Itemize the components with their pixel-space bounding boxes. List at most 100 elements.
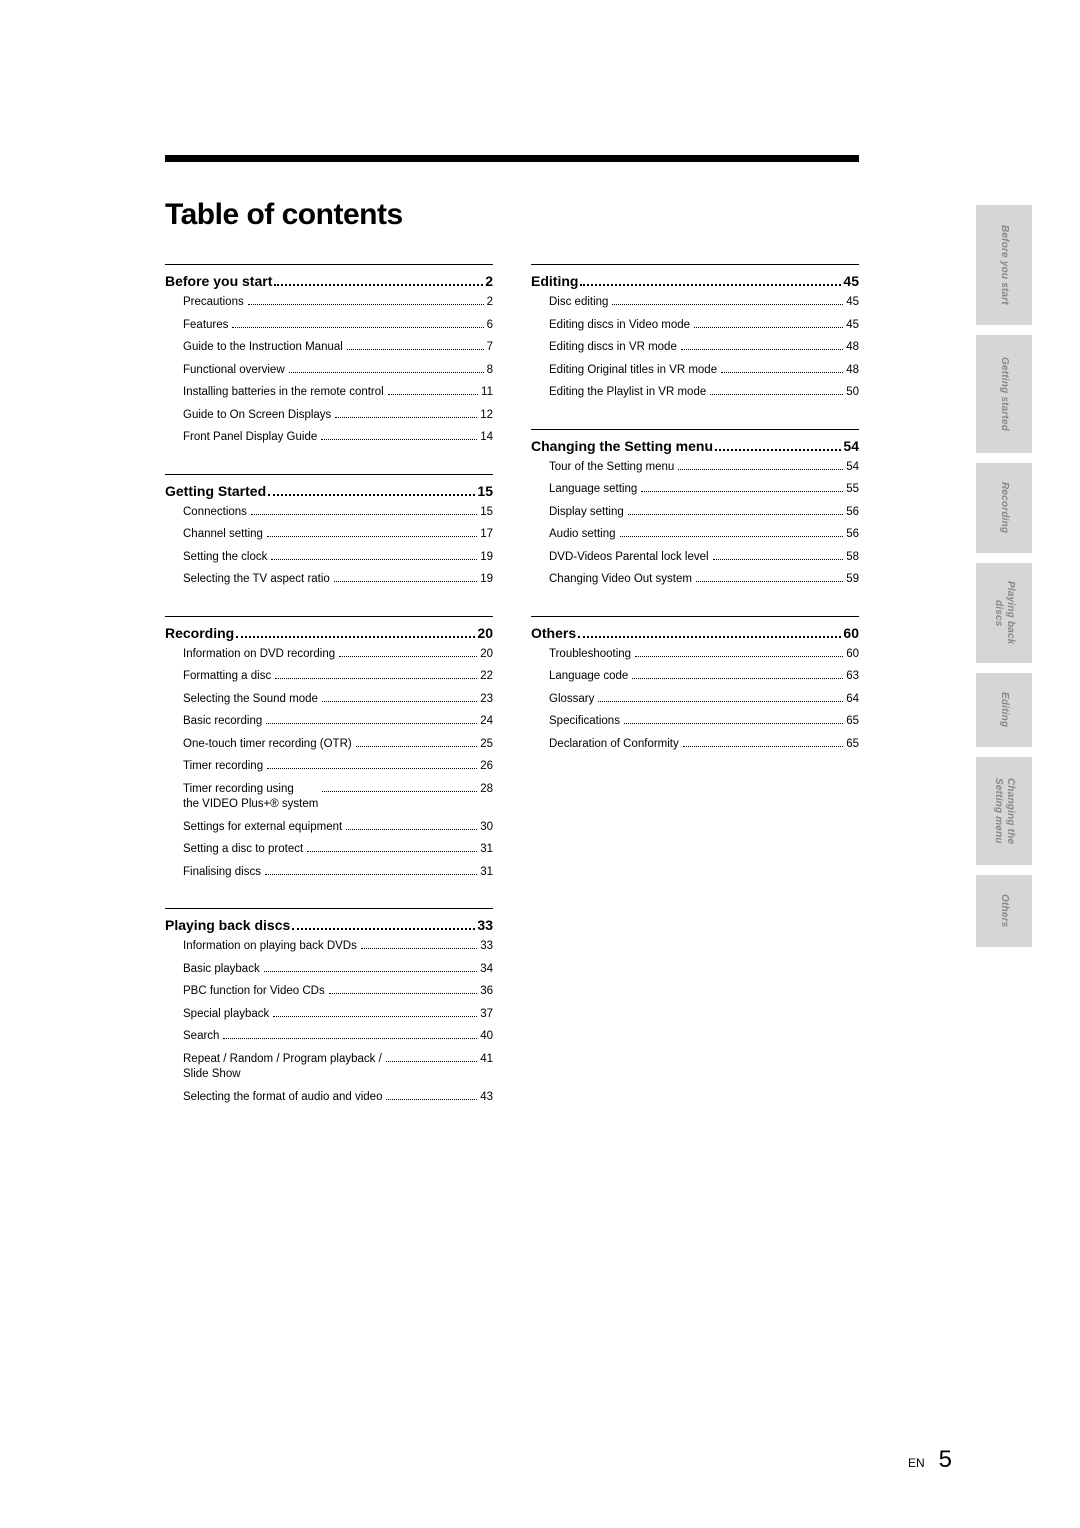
leader-dots	[265, 874, 477, 875]
toc-columns: Before you start2 Precautions2 Features6 Gu…	[165, 264, 960, 1133]
toc-entry-label: Selecting the Sound mode	[183, 692, 318, 708]
toc-entry-page: 45	[846, 318, 859, 334]
toc-entry-page: 8	[487, 363, 493, 379]
toc-entry[interactable]: Tour of the Setting menu54	[549, 460, 859, 476]
toc-entry-label: Selecting the TV aspect ratio	[183, 572, 330, 588]
side-tab[interactable]: Before you start	[976, 205, 1032, 325]
toc-entry[interactable]: Guide to On Screen Displays12	[183, 408, 493, 424]
section-heading-page: 45	[843, 273, 859, 289]
toc-entry[interactable]: Functional overview 8	[183, 363, 493, 379]
toc-entry-page: 14	[480, 430, 493, 446]
side-tab[interactable]: Recording	[976, 463, 1032, 553]
section-heading-label: Others	[531, 625, 576, 641]
toc-entry-page: 37	[480, 1007, 493, 1023]
toc-entry[interactable]: Finalising discs31	[183, 865, 493, 881]
leader-dots	[248, 304, 484, 305]
side-tab-label: Playing back discs	[992, 575, 1016, 651]
toc-entry[interactable]: Setting a disc to protect31	[183, 842, 493, 858]
side-tab[interactable]: Editing	[976, 673, 1032, 747]
toc-entry[interactable]: Declaration of Conformity65	[549, 737, 859, 753]
toc-entry[interactable]: Display setting56	[549, 505, 859, 521]
toc-entry-label: Information on playing back DVDs	[183, 939, 357, 955]
toc-entry[interactable]: Information on playing back DVDs33	[183, 939, 493, 955]
toc-section: Playing back discs33 Information on playi…	[165, 908, 493, 1105]
side-tab[interactable]: Playing back discs	[976, 563, 1032, 663]
section-heading-row[interactable]: Before you start2	[165, 273, 493, 289]
leader-dots	[620, 536, 844, 537]
section-heading-row[interactable]: Recording20	[165, 625, 493, 641]
toc-entry[interactable]: Selecting the format of audio and video4…	[183, 1090, 493, 1106]
toc-entry[interactable]: Formatting a disc22	[183, 669, 493, 685]
toc-entry-label: Basic playback	[183, 962, 260, 978]
section-heading-page: 60	[843, 625, 859, 641]
toc-entry-page: 28	[480, 782, 493, 798]
section-heading-row[interactable]: Editing 45	[531, 273, 859, 289]
toc-entry[interactable]: Specifications65	[549, 714, 859, 730]
toc-entry-label: Audio setting	[549, 527, 616, 543]
toc-entry[interactable]: Settings for external equipment30	[183, 820, 493, 836]
toc-entry-page: 19	[480, 572, 493, 588]
toc-entry[interactable]: DVD-Videos Parental lock level58	[549, 550, 859, 566]
toc-entry[interactable]: Editing discs in Video mode45	[549, 318, 859, 334]
section-heading-row[interactable]: Others 60	[531, 625, 859, 641]
toc-entry[interactable]: Connections15	[183, 505, 493, 521]
toc-entry[interactable]: Language setting55	[549, 482, 859, 498]
toc-entry[interactable]: Editing Original titles in VR mode48	[549, 363, 859, 379]
toc-entry[interactable]: Features6	[183, 318, 493, 334]
section-heading-row[interactable]: Changing the Setting menu54	[531, 438, 859, 454]
toc-entry-label: Glossary	[549, 692, 594, 708]
toc-entry[interactable]: Timer recording26	[183, 759, 493, 775]
side-tab[interactable]: Changing the Setting menu	[976, 757, 1032, 865]
toc-entry-label: One-touch timer recording (OTR)	[183, 737, 352, 753]
toc-entry-label: Changing Video Out system	[549, 572, 692, 588]
toc-entry[interactable]: Front Panel Display Guide14	[183, 430, 493, 446]
toc-entry[interactable]: Guide to the Instruction Manual7	[183, 340, 493, 356]
leader-dots	[721, 372, 843, 373]
toc-entry[interactable]: Troubleshooting60	[549, 647, 859, 663]
toc-entry[interactable]: Selecting the TV aspect ratio 19	[183, 572, 493, 588]
section-heading-row[interactable]: Playing back discs33	[165, 917, 493, 933]
toc-entry-page: 54	[846, 460, 859, 476]
toc-entry-page: 48	[846, 340, 859, 356]
toc-entry[interactable]: Changing Video Out system59	[549, 572, 859, 588]
toc-entry[interactable]: Installing batteries in the remote contr…	[183, 385, 493, 401]
section-heading-row[interactable]: Getting Started15	[165, 483, 493, 499]
toc-entry[interactable]: Editing discs in VR mode48	[549, 340, 859, 356]
toc-entry[interactable]: Timer recording using the VIDEO Plus+® s…	[183, 782, 493, 813]
toc-entry[interactable]: Disc editing45	[549, 295, 859, 311]
toc-entry[interactable]: Basic playback34	[183, 962, 493, 978]
leader-dots	[715, 449, 841, 451]
toc-entry[interactable]: Editing the Playlist in VR mode50	[549, 385, 859, 401]
toc-section: Editing45Disc editing45Editing discs in …	[531, 264, 859, 401]
section-heading-page: 54	[843, 438, 859, 454]
toc-entry-page: 65	[846, 714, 859, 730]
toc-entry-page: 17	[480, 527, 493, 543]
toc-entry[interactable]: Glossary64	[549, 692, 859, 708]
toc-entry-label: Timer recording using the VIDEO Plus+® s…	[183, 782, 318, 813]
page-footer: EN 5	[908, 1446, 952, 1474]
section-heading-label: Recording	[165, 625, 234, 641]
toc-entry[interactable]: Repeat / Random / Program playback / Sli…	[183, 1052, 493, 1083]
toc-entry[interactable]: Selecting the Sound mode23	[183, 692, 493, 708]
section-heading-label: Editing	[531, 273, 578, 289]
toc-entry[interactable]: Information on DVD recording20	[183, 647, 493, 663]
toc-entry[interactable]: Basic recording24	[183, 714, 493, 730]
side-tab[interactable]: Others	[976, 875, 1032, 947]
toc-entry-label: Disc editing	[549, 295, 608, 311]
toc-entry[interactable]: Search40	[183, 1029, 493, 1045]
page-title: Table of contents	[165, 198, 960, 232]
toc-entry[interactable]: Language code63	[549, 669, 859, 685]
toc-entry[interactable]: Channel setting17	[183, 527, 493, 543]
side-tab[interactable]: Getting started	[976, 335, 1032, 453]
toc-entry-page: 48	[846, 363, 859, 379]
toc-right-column: Editing45Disc editing45Editing discs in …	[531, 264, 859, 1133]
toc-entry[interactable]: PBC function for Video CDs36	[183, 984, 493, 1000]
toc-entry[interactable]: Precautions2	[183, 295, 493, 311]
toc-entry[interactable]: Audio setting56	[549, 527, 859, 543]
toc-entry[interactable]: Special playback37	[183, 1007, 493, 1023]
leader-dots	[268, 494, 475, 496]
toc-entry[interactable]: Setting the clock19	[183, 550, 493, 566]
toc-entry[interactable]: One-touch timer recording (OTR)25	[183, 737, 493, 753]
leader-dots	[598, 701, 843, 702]
toc-entry-label: Functional overview	[183, 363, 285, 379]
